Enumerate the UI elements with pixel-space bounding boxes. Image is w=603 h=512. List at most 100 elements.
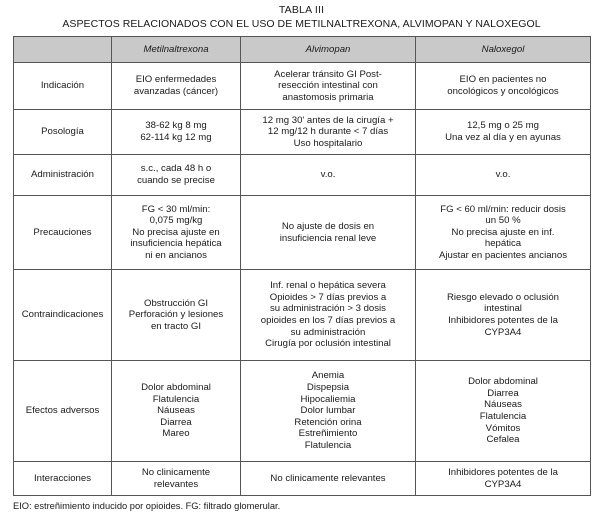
cell-line: Hipocaliemia: [300, 393, 356, 405]
cell-line: Diarrea: [160, 416, 192, 428]
cell-line: opioides en los 7 días previos a: [260, 315, 396, 326]
cell-efectos-naloxegol: Dolor abdominal Diarrea Náuseas Flatulencia…: [415, 360, 591, 462]
cell-contraindicaciones-metilnaltrexona: Obstrucción GI Perforación y lesiones en t…: [111, 269, 241, 361]
cell-interacciones-naloxegol: Inhibidores potentes de la CYP3A4: [415, 461, 591, 496]
cell-line: un 50 %: [485, 215, 521, 227]
cell-text: Acelerar tránsito GI Post-resección inte…: [244, 69, 412, 104]
table-row: Administración s.c., cada 48 h o cuando s…: [13, 154, 591, 196]
table-caption: ASPECTOS RELACIONADOS CON EL USO DE METI…: [62, 18, 541, 30]
cell-line: Cefalea: [486, 434, 520, 446]
cell-precauciones-alvimopan: No ajuste de dosis en insuficiencia renal…: [240, 195, 416, 270]
cell-text: No clinicamente relevantes: [244, 473, 412, 485]
cell-line: CYP3A4: [484, 326, 522, 338]
column-header-alvimopan: Alvimopan: [240, 36, 416, 63]
cell-posologia-alvimopan: 12 mg 30' antes de la cirugía +12 mg/12 …: [240, 109, 416, 155]
cell-line: en tracto GI: [150, 320, 202, 332]
cell-line: Una vez al día y en ayunas: [445, 132, 561, 143]
cell-line: su administración > 3 dosis: [270, 303, 386, 315]
title-block: TABLA III ASPECTOS RELACIONADOS CON EL U…: [13, 0, 590, 31]
cell-line: No precisa ajuste en inf.: [451, 226, 555, 238]
cell-line: Dispepsia: [306, 382, 350, 394]
cell-line: No precisa ajuste en: [132, 226, 220, 238]
cell-text: v.o.: [419, 169, 587, 181]
cell-line: No clinicamente relevantes: [270, 472, 386, 484]
cell-efectos-metilnaltrexona: Dolor abdominal Flatulencia Náuseas Diarrea…: [111, 360, 241, 462]
cell-text: Anemia Dispepsia Hipocaliemia Dolor lumbar R…: [244, 370, 412, 451]
cell-text: Inf. renal o hepática severa Opioides > 7…: [244, 280, 412, 350]
cell-line: 62-114 kg 12 mg: [140, 132, 212, 143]
cell-line: insuficiencia renal leve: [279, 232, 377, 244]
row-label-indicacion: Indicación: [13, 62, 112, 110]
cell-line: oncológicos y oncológicos: [447, 86, 559, 97]
cell-line: Mareo: [162, 428, 190, 440]
column-header-blank: [13, 36, 112, 63]
cell-line: hepática: [484, 238, 522, 250]
cell-administracion-alvimopan: v.o.: [240, 154, 416, 196]
cell-line: insuficiencia hepática: [130, 238, 222, 250]
cell-line: Obstrucción GI: [144, 297, 208, 309]
cell-text: Dolor abdominal Diarrea Náuseas Flatulencia…: [419, 376, 587, 446]
cell-line: resección intestinal con: [278, 80, 378, 92]
cell-text: 38-62 kg 8 mg 62-114 kg 12 mg: [115, 120, 237, 143]
cell-precauciones-naloxegol: FG < 60 ml/min: reducir dosis un 50 % No p…: [415, 195, 591, 270]
cell-text: v.o.: [244, 169, 412, 181]
cell-line: ni en ancianos: [145, 249, 207, 261]
cell-line: Uso hospitalario: [293, 137, 363, 149]
cell-line: 12 mg/12 h durante < 7 días: [267, 126, 389, 138]
cell-line: Ajustar en pacientes ancianos: [439, 249, 567, 261]
table-number: TABLA III: [278, 4, 325, 16]
row-label-precauciones: Precauciones: [13, 195, 112, 270]
cell-line: v.o.: [495, 169, 511, 181]
cell-precauciones-metilnaltrexona: FG < 30 ml/min: 0,075 mg/kg No precisa aju…: [111, 195, 241, 270]
cell-line: 0,075 mg/kg: [149, 215, 203, 227]
cell-line: Flatulencia: [152, 393, 200, 405]
header-row: Metilnaltrexona Alvimopan Naloxegol: [13, 36, 591, 63]
cell-line: Riesgo elevado o oclusión: [446, 291, 559, 303]
row-label-posologia: Posología: [13, 109, 112, 155]
cell-line: Diarrea: [487, 387, 519, 399]
cell-contraindicaciones-alvimopan: Inf. renal o hepática severa Opioides > 7…: [240, 269, 416, 361]
cell-posologia-metilnaltrexona: 38-62 kg 8 mg 62-114 kg 12 mg: [111, 109, 241, 155]
cell-indicacion-naloxegol: EIO en pacientes no oncológicos y oncológ…: [415, 62, 591, 110]
table-row: Efectos adversos Dolor abdominal Flatulen…: [13, 360, 591, 462]
row-label-contraindicaciones: Contraindicaciones: [13, 269, 112, 361]
cell-line: No clinicamente: [141, 466, 211, 478]
cell-line: anastomosis primaria: [282, 91, 374, 103]
cell-line: CYP3A4: [484, 478, 522, 490]
table-header: Metilnaltrexona Alvimopan Naloxegol: [13, 36, 591, 63]
cell-text: Dolor abdominal Flatulencia Náuseas Diarrea…: [115, 382, 237, 440]
row-label-interacciones: Interacciones: [13, 461, 112, 496]
cell-line: Retención orina: [294, 416, 362, 428]
cell-line: Flatulencia: [479, 411, 527, 422]
cell-line: Acelerar tránsito GI Post-: [274, 68, 382, 80]
cell-line: EIO en pacientes no: [459, 74, 547, 86]
cell-text: Obstrucción GI Perforación y lesiones en t…: [115, 298, 237, 333]
cell-administracion-naloxegol: v.o.: [415, 154, 591, 196]
comparison-table: Metilnaltrexona Alvimopan Naloxegol Indi…: [13, 36, 591, 496]
cell-line: Perforación y lesiones: [128, 309, 224, 321]
row-label-efectos-adversos: Efectos adversos: [13, 360, 112, 462]
table-row: Indicación EIO enfermedades avanzadas (cá…: [13, 62, 591, 110]
cell-indicacion-alvimopan: Acelerar tránsito GI Post-resección inte…: [240, 62, 416, 110]
row-label-administracion: Administración: [13, 154, 112, 196]
cell-text: s.c., cada 48 h o cuando se precise: [115, 163, 237, 186]
cell-line: avanzadas (cáncer): [133, 86, 219, 97]
cell-text: Inhibidores potentes de la CYP3A4: [419, 467, 587, 490]
cell-line: Opioides > 7 días previos a: [269, 291, 387, 303]
cell-efectos-alvimopan: Anemia Dispepsia Hipocaliemia Dolor lumbar R…: [240, 360, 416, 462]
table-row: Precauciones FG < 30 ml/min: 0,075 mg/kg N…: [13, 195, 591, 270]
cell-line: su administración: [290, 326, 366, 338]
cell-line: No ajuste de dosis en: [281, 220, 375, 232]
cell-line: Dolor abdominal: [141, 382, 211, 394]
cell-line: Estreñimiento: [298, 428, 358, 440]
cell-line: Cirugía por oclusión intestinal: [265, 338, 391, 350]
cell-line: 38-62 kg 8 mg: [145, 120, 207, 132]
cell-text: 12,5 mg o 25 mg Una vez al día y en ayuna…: [419, 120, 587, 143]
table-row: Posología 38-62 kg 8 mg 62-114 kg 12 mg 1…: [13, 109, 591, 155]
cell-line: 12,5 mg o 25 mg: [467, 120, 539, 132]
cell-administracion-metilnaltrexona: s.c., cada 48 h o cuando se precise: [111, 154, 241, 196]
cell-posologia-naloxegol: 12,5 mg o 25 mg Una vez al día y en ayuna…: [415, 109, 591, 155]
cell-line: Náuseas: [484, 399, 522, 411]
cell-text: EIO enfermedades avanzadas (cáncer): [115, 74, 237, 97]
cell-text: No clinicamente relevantes: [115, 467, 237, 490]
